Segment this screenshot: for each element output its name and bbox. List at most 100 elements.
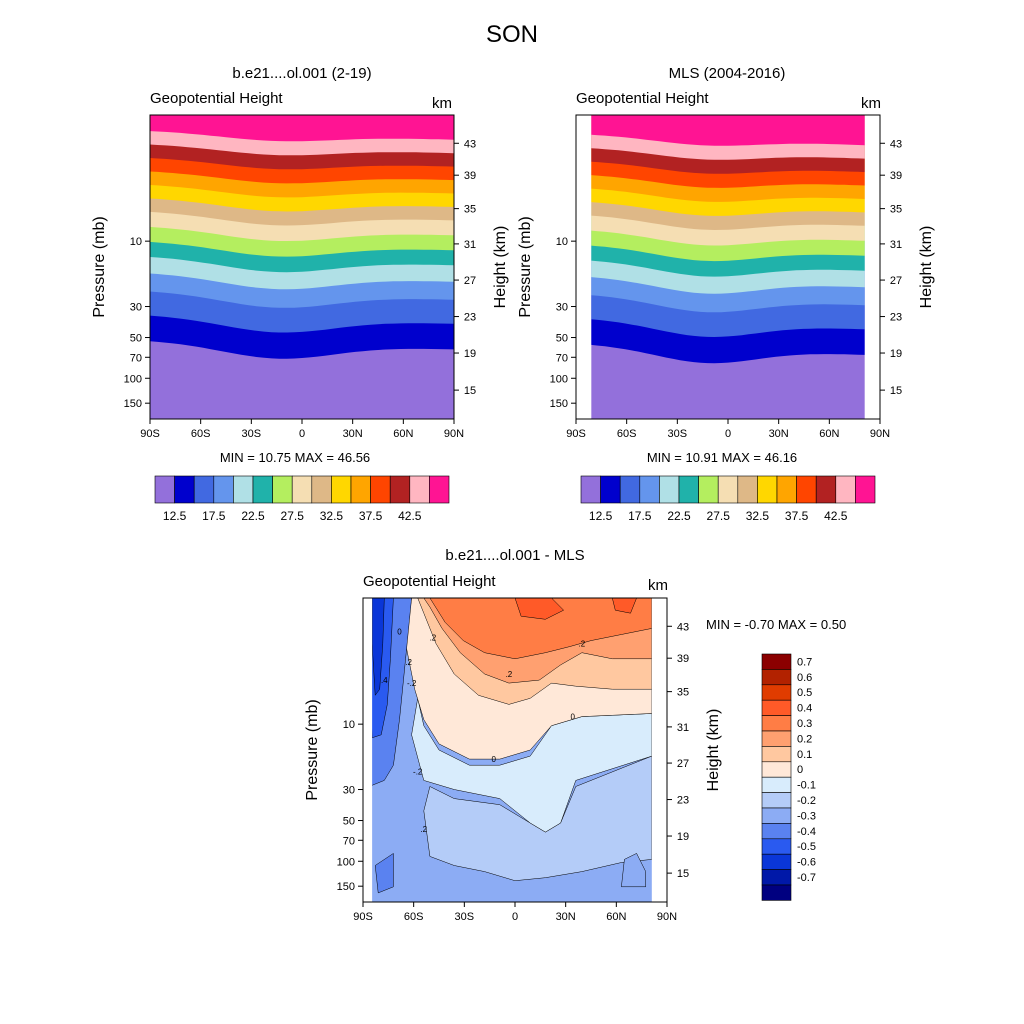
panel-right-unit: km xyxy=(861,95,881,112)
y-right-tick-label: 35 xyxy=(677,687,689,699)
x-tick-label: 30N xyxy=(556,911,576,923)
colorbar-swatch xyxy=(761,776,792,793)
missing-data xyxy=(651,598,667,902)
missing-data xyxy=(363,598,373,902)
x-tick-label: 30N xyxy=(769,428,789,440)
y-right-tick-label: 39 xyxy=(677,653,689,665)
y-tick-label: 30 xyxy=(343,785,355,797)
colorbar-label: 0.7 xyxy=(797,656,812,668)
x-tick-label: 60N xyxy=(606,911,626,923)
y-right-tick-label: 39 xyxy=(464,170,476,182)
colorbar-label: 32.5 xyxy=(746,509,770,523)
y-right-tick-label: 19 xyxy=(464,348,476,360)
colorbar-swatch xyxy=(761,807,792,824)
contour-label: 0 xyxy=(491,755,496,764)
colorbar-swatch xyxy=(761,792,792,809)
colorbar-swatch xyxy=(174,475,195,504)
y-tick-label: 100 xyxy=(124,373,142,385)
colorbar-swatch xyxy=(659,475,680,504)
colorbar-swatch xyxy=(796,475,817,504)
colorbar-label: 37.5 xyxy=(359,509,383,523)
colorbar-swatch xyxy=(639,475,660,504)
y-tick-label: 10 xyxy=(556,236,568,248)
contour-label: 0 xyxy=(571,713,576,722)
panel-diff-title: b.e21....ol.001 - MLS xyxy=(445,547,584,564)
y-right-tick-label: 23 xyxy=(677,795,689,807)
missing-data xyxy=(864,115,880,419)
x-tick-label: 60N xyxy=(393,428,413,440)
colorbar-label: 37.5 xyxy=(785,509,809,523)
panel-right-plot xyxy=(576,115,880,419)
y-right-tick-label: 43 xyxy=(677,621,689,633)
colorbar-swatch xyxy=(761,853,792,870)
colorbar-swatch xyxy=(291,475,313,504)
panel-left-title: b.e21....ol.001 (2-19) xyxy=(232,65,371,82)
colorbar-swatch xyxy=(835,475,856,504)
y-right-tick-label: 27 xyxy=(464,275,476,287)
panel-diff-ylabel: Pressure (mb) xyxy=(304,699,321,800)
panel-left-unit: km xyxy=(432,95,452,112)
colorbar-swatch xyxy=(154,475,175,504)
colorbar-swatch xyxy=(761,669,792,686)
colorbar-label: -0.4 xyxy=(797,826,816,838)
contour-label: .2 xyxy=(579,640,586,649)
colorbar-swatch xyxy=(761,746,792,763)
colorbar-swatch xyxy=(737,475,758,504)
x-tick-label: 60S xyxy=(617,428,637,440)
colorbar-swatch xyxy=(761,869,792,886)
colorbar-swatch xyxy=(761,653,792,670)
panel-right-subtitle: Geopotential Height xyxy=(576,90,709,107)
y-tick-label: 150 xyxy=(337,881,355,893)
y-tick-label: 50 xyxy=(343,816,355,828)
colorbar-label: 0 xyxy=(797,764,803,776)
panel-diff-subtitle: Geopotential Height xyxy=(363,573,496,590)
colorbar-swatch xyxy=(761,823,792,840)
panel-diff-ticks: 90S 60S 30S 0 30N 60N 90N103050701001504339353… xyxy=(337,621,689,923)
contour-band xyxy=(150,115,454,142)
x-tick-label: 90S xyxy=(566,428,586,440)
y-right-tick-label: 43 xyxy=(890,138,902,150)
panel-right-ylabel-right: Height (km) xyxy=(918,226,935,309)
y-right-tick-label: 31 xyxy=(890,239,902,251)
colorbar-label: 17.5 xyxy=(202,509,226,523)
y-tick-label: 70 xyxy=(556,352,568,364)
panel-right-title: MLS (2004-2016) xyxy=(669,65,786,82)
panel-right-ticks: 90S 60S 30S 0 30N 60N 90N 10 30 50 70 100 150 43 39 35 3… xyxy=(550,138,902,440)
y-right-tick-label: 39 xyxy=(890,170,902,182)
colorbar-swatch xyxy=(678,475,699,504)
x-tick-label: 60N xyxy=(819,428,839,440)
colorbar-swatch xyxy=(213,475,234,504)
colorbar-label: 0.6 xyxy=(797,672,812,684)
colorbar-swatch xyxy=(600,475,621,504)
panel-diff-stats: MIN = -0.70 MAX = 0.50 xyxy=(706,617,846,632)
panel-diff: b.e21....ol.001 - MLS Geopotential Heigh… xyxy=(304,547,846,923)
panel-left-colorbar: 12.5 17.5 22.5 27.5 32.5 37.5 42.5 xyxy=(154,475,450,523)
x-tick-label: 90N xyxy=(444,428,464,440)
colorbar-swatch xyxy=(350,475,371,504)
panel-left-stats: MIN = 10.75 MAX = 46.56 xyxy=(220,450,370,465)
colorbar-label: 22.5 xyxy=(667,509,691,523)
panel-right-colorbar: 12.5 17.5 22.5 27.5 32.5 37.5 42.5 xyxy=(580,475,876,523)
x-tick-label: 30S xyxy=(668,428,688,440)
y-tick-label: 10 xyxy=(130,236,142,248)
contour-label: .2 xyxy=(420,825,427,834)
y-right-tick-label: 35 xyxy=(464,204,476,216)
panel-diff-ylabel-right: Height (km) xyxy=(705,709,722,792)
colorbar-swatch xyxy=(761,730,792,747)
contour-label: .4 xyxy=(381,676,388,685)
y-right-tick-label: 15 xyxy=(890,385,902,397)
y-tick-label: 50 xyxy=(130,333,142,345)
colorbar-swatch xyxy=(761,884,792,901)
colorbar-label: -0.1 xyxy=(797,780,816,792)
x-tick-label: 30S xyxy=(242,428,262,440)
panel-diff-plot: 0 .2 .2 .2 0 -.2 .4 .2 0 -.2 .2 xyxy=(362,597,667,902)
missing-data xyxy=(576,115,592,419)
panel-diff-colorbar: 0.7 0.6 0.5 0.4 0.3 0.2 0.1 0 -0.1 -0.2 -0.3 -0.4 -0… xyxy=(761,653,816,901)
colorbar-label: 0.3 xyxy=(797,718,812,730)
y-right-tick-label: 15 xyxy=(677,868,689,880)
colorbar-label: 12.5 xyxy=(589,509,613,523)
colorbar-swatch xyxy=(855,475,876,504)
panel-right: MLS (2004-2016) Geopotential Height km P… xyxy=(517,65,935,523)
panel-left-ylabel: Pressure (mb) xyxy=(91,216,108,317)
colorbar-swatch xyxy=(233,475,254,504)
